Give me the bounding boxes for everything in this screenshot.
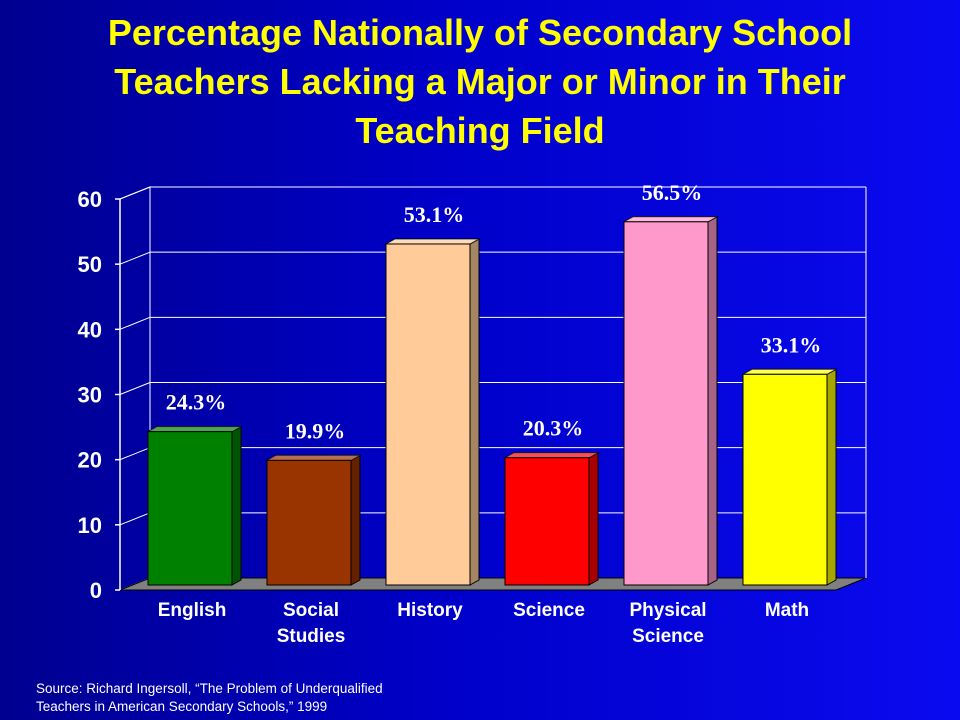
bar-side-shade [351,455,360,585]
bar-top-highlight [505,452,598,458]
bar [503,451,600,586]
bar [741,368,838,586]
bar-top-highlight [386,238,479,244]
data-label: 33.1% [761,332,822,357]
bar-top-highlight [624,216,717,222]
chart-title: Percentage Nationally of Secondary Schoo… [107,12,853,151]
bar [384,238,481,586]
bar [265,454,362,586]
x-tick-label: History [397,600,463,621]
source-line-1: Source: Richard Ingersoll, “The Problem … [36,681,383,696]
bar-side-shade [589,452,598,585]
gridline-diagonal [119,186,151,200]
y-tick-label: 0 [90,578,102,603]
y-tick-label: 50 [78,252,102,277]
x-tick-label: Math [765,600,809,621]
y-tick-label: 10 [78,513,102,538]
x-tick-label: Physical [629,600,706,621]
bar-front [623,221,709,586]
x-tick-label: English [158,600,227,621]
bar [622,215,719,586]
x-tick-label: Studies [277,626,346,647]
bars [146,215,838,586]
x-tick-label: Science [632,626,704,647]
x-axis-labels: English Social Studies History Science Physic… [158,600,809,647]
bar-front [504,457,590,586]
gridline-diagonal [119,447,151,461]
bar-front [147,431,233,586]
bar-side-shade [827,369,836,585]
y-tick-label: 60 [78,187,102,212]
source-note: Source: Richard Ingersoll, “The Problem … [36,680,636,716]
bar-side-shade [232,426,241,585]
source-line-2: Teachers in American Secondary Schools,”… [36,699,328,714]
bar-side-shade [708,216,717,585]
x-tick-label: Science [513,600,585,621]
gridline-diagonal [119,512,151,526]
data-label: 20.3% [523,416,584,441]
gridline-diagonal [119,316,151,330]
y-tick-label: 30 [78,383,102,408]
gridline-diagonal [119,251,151,265]
bar-front [385,243,471,586]
x-tick-label: Social [283,600,339,621]
bar-top-highlight [267,455,360,461]
bar-side-shade [470,238,479,585]
bar [146,425,243,586]
y-axis: 0 10 20 30 40 50 60 [78,187,121,603]
data-label: 24.3% [166,390,227,415]
y-tick-label: 40 [78,317,102,342]
y-tick-label: 20 [78,448,102,473]
bar-front [266,459,352,586]
bar-top-highlight [743,369,836,375]
gridline-diagonal [119,382,151,395]
data-label: 19.9% [285,418,346,443]
bar-top-highlight [148,426,241,432]
data-labels: 24.3% 19.9% 53.1% 20.3% 56.5% 33.1% [166,180,822,444]
data-label: 56.5% [642,180,703,205]
data-label: 53.1% [404,202,465,227]
bar-front [742,373,828,586]
